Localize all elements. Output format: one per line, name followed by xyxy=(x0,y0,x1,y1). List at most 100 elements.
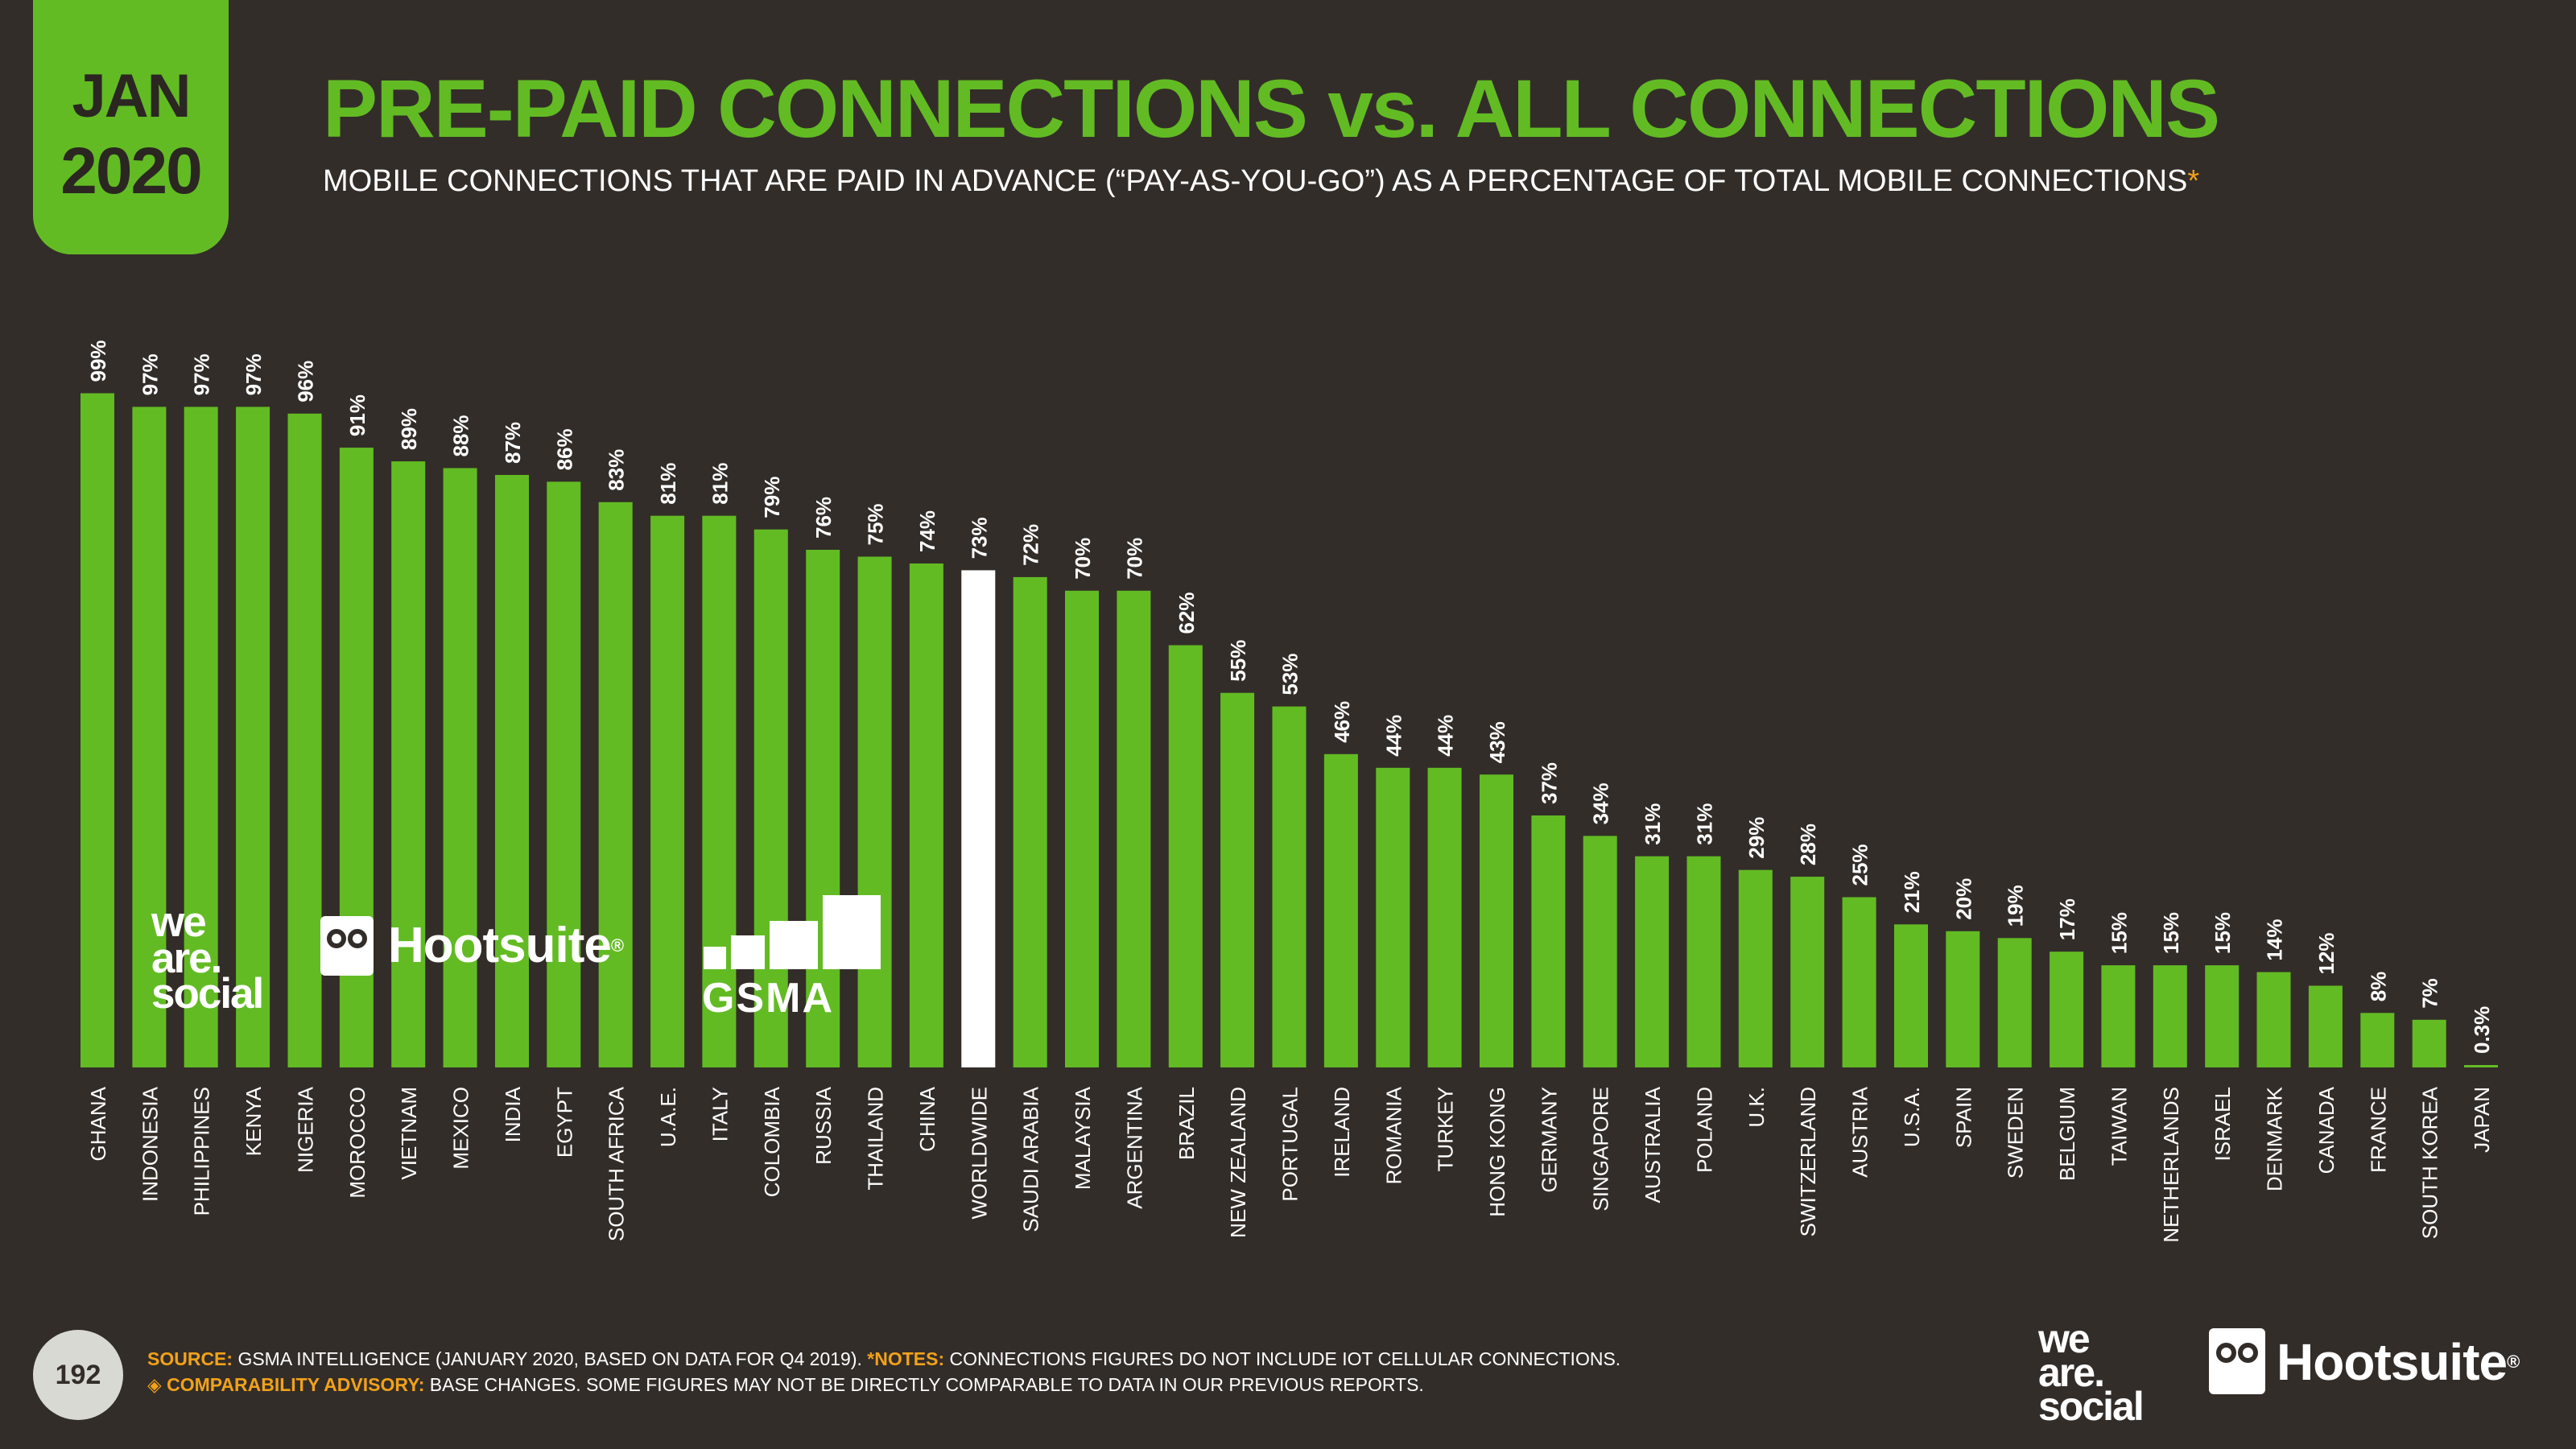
value-label-u-s-a: 21% xyxy=(1900,871,1924,913)
category-label-south-korea: SOUTH KOREA xyxy=(2418,1086,2442,1239)
bar-ireland xyxy=(1323,753,1358,1067)
category-label-kenya: KENYA xyxy=(242,1086,266,1156)
category-label-vietnam: VIETNAM xyxy=(397,1087,421,1180)
date-badge: JAN 2020 xyxy=(33,0,229,254)
advisory-icon: ◈ xyxy=(147,1374,162,1395)
we-are-social-line-1: we xyxy=(151,898,207,946)
bar-indonesia xyxy=(132,407,167,1067)
bar-taiwan xyxy=(2101,965,2136,1067)
category-label-romania: ROMANIA xyxy=(1381,1086,1406,1184)
footer-we-are-social-line-1: we xyxy=(2038,1316,2091,1361)
category-label-netherlands: NETHERLANDS xyxy=(2159,1087,2183,1243)
value-label-vietnam: 89% xyxy=(397,408,421,450)
footer-hootsuite-registered-mark: ® xyxy=(2507,1352,2520,1372)
footer-we-are-social-line-3: social xyxy=(2038,1384,2145,1429)
bar-u-s-a xyxy=(1894,924,1928,1067)
category-label-egypt: EGYPT xyxy=(552,1087,576,1158)
value-label-israel: 15% xyxy=(2211,912,2235,954)
category-label-nigeria: NIGERIA xyxy=(294,1086,318,1173)
bar-nigeria xyxy=(287,413,322,1067)
value-label-singapore: 34% xyxy=(1589,782,1613,824)
we-are-social-logo: we are. social xyxy=(151,898,264,1018)
gsma-bars-icon xyxy=(704,895,881,969)
value-label-austria: 25% xyxy=(1848,844,1872,886)
value-label-mexico: 88% xyxy=(449,415,473,456)
page-subtitle: MOBILE CONNECTIONS THAT ARE PAID IN ADVA… xyxy=(323,163,2199,199)
we-are-social-line-3: social xyxy=(151,970,264,1018)
value-label-ireland: 46% xyxy=(1330,701,1354,743)
value-label-taiwan: 15% xyxy=(2107,912,2131,954)
value-label-netherlands: 15% xyxy=(2159,912,2183,954)
value-label-worldwide: 73% xyxy=(967,517,991,559)
category-label-austria: AUSTRIA xyxy=(1848,1086,1872,1177)
source-label: SOURCE: xyxy=(147,1348,233,1369)
value-label-philippines: 97% xyxy=(190,353,214,395)
value-label-thailand: 75% xyxy=(864,503,888,545)
category-label-u-s-a: U.S.A. xyxy=(1900,1087,1924,1147)
value-label-france: 8% xyxy=(2366,972,2390,1002)
bar-romania xyxy=(1376,767,1410,1067)
value-label-u-k: 29% xyxy=(1744,817,1769,859)
bar-spain xyxy=(1946,931,1980,1067)
category-label-u-a-e: U.A.E. xyxy=(656,1087,680,1147)
value-label-italy: 81% xyxy=(708,463,732,505)
subtitle-asterisk: * xyxy=(2187,164,2200,198)
value-label-canada: 12% xyxy=(2314,932,2339,974)
value-label-colombia: 79% xyxy=(760,477,784,518)
bar-hong-kong xyxy=(1480,774,1513,1067)
gsma-logo: GSMA xyxy=(702,975,834,1022)
value-label-switzerland: 28% xyxy=(1796,824,1820,865)
category-label-china: CHINA xyxy=(915,1086,939,1152)
category-label-ireland: IRELAND xyxy=(1330,1087,1354,1178)
bar-philippines xyxy=(184,407,218,1067)
bar-australia xyxy=(1635,856,1670,1067)
category-label-spain: SPAIN xyxy=(1951,1087,1975,1148)
category-label-canada: CANADA xyxy=(2314,1086,2339,1174)
bar-netherlands xyxy=(2153,965,2187,1067)
category-label-belgium: BELGIUM xyxy=(2055,1087,2079,1181)
value-label-south-korea: 7% xyxy=(2418,978,2442,1009)
page-number: 192 xyxy=(33,1330,123,1420)
footer-advisory-line: ◈ COMPARABILITY ADVISORY: BASE CHANGES. … xyxy=(147,1373,1424,1396)
bar-india xyxy=(495,475,529,1067)
bar-malaysia xyxy=(1065,590,1099,1067)
value-label-malaysia: 70% xyxy=(1071,538,1095,580)
bar-ghana xyxy=(80,393,114,1067)
value-label-new-zealand: 55% xyxy=(1226,640,1250,682)
value-label-germany: 37% xyxy=(1537,762,1561,804)
bar-saudi-arabia xyxy=(1013,576,1047,1067)
bar-argentina xyxy=(1117,590,1151,1067)
value-label-morocco: 91% xyxy=(345,394,369,436)
bar-japan xyxy=(2464,1065,2498,1067)
bar-egypt xyxy=(547,481,581,1067)
category-label-india: INDIA xyxy=(501,1086,525,1142)
footer-hootsuite-logo-text: Hootsuite xyxy=(2277,1333,2508,1391)
category-label-singapore: SINGAPORE xyxy=(1589,1087,1613,1212)
notes-text: CONNECTIONS FIGURES DO NOT INCLUDE IOT C… xyxy=(949,1348,1621,1369)
bar-mexico xyxy=(443,468,477,1067)
advisory-label: COMPARABILITY ADVISORY: xyxy=(167,1374,425,1395)
category-label-mexico: MEXICO xyxy=(449,1087,473,1170)
value-label-ghana: 99% xyxy=(86,340,110,382)
bar-turkey xyxy=(1427,767,1462,1067)
bar-portugal xyxy=(1272,706,1307,1067)
bar-singapore xyxy=(1583,836,1617,1067)
bar-austria xyxy=(1842,897,1876,1067)
advisory-text: BASE CHANGES. SOME FIGURES MAY NOT BE DI… xyxy=(429,1374,1424,1395)
category-label-russia: RUSSIA xyxy=(811,1086,836,1164)
category-label-new-zealand: NEW ZEALAND xyxy=(1226,1087,1250,1238)
category-label-italy: ITALY xyxy=(708,1087,732,1141)
bar-u-k xyxy=(1738,869,1773,1067)
category-label-south-africa: SOUTH AFRICA xyxy=(605,1086,629,1241)
category-label-israel: ISRAEL xyxy=(2211,1087,2235,1162)
date-year: 2020 xyxy=(60,134,202,208)
bar-belgium xyxy=(2050,952,2084,1067)
bar-south-korea xyxy=(2412,1019,2446,1067)
category-label-saudi-arabia: SAUDI ARABIA xyxy=(1019,1086,1043,1232)
value-label-kenya: 97% xyxy=(242,353,266,395)
notes-label: *NOTES: xyxy=(867,1348,945,1369)
footer-we-are-social-line-2: are. xyxy=(2038,1350,2105,1395)
footer-hootsuite-owl-icon xyxy=(2209,1328,2265,1394)
bar-germany xyxy=(1531,815,1566,1067)
value-label-sweden: 19% xyxy=(2004,885,2028,927)
